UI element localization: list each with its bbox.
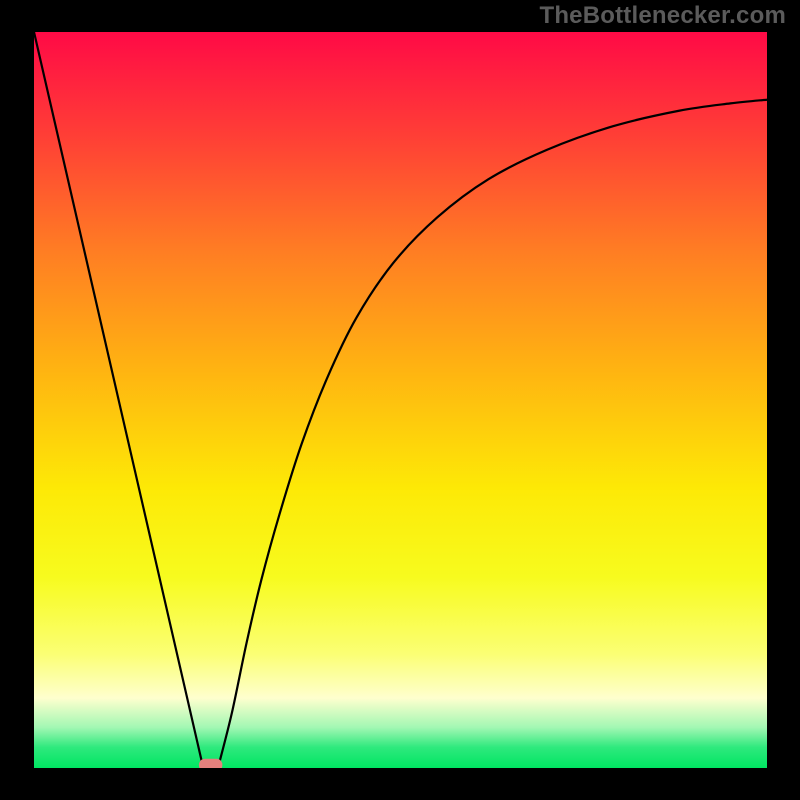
chart-svg	[34, 32, 767, 768]
gradient-background	[34, 32, 767, 768]
chart-stage: TheBottlenecker.com	[0, 0, 800, 800]
minimum-marker	[199, 759, 222, 768]
watermark-link[interactable]: TheBottlenecker.com	[539, 2, 786, 30]
plot-area	[34, 32, 767, 768]
